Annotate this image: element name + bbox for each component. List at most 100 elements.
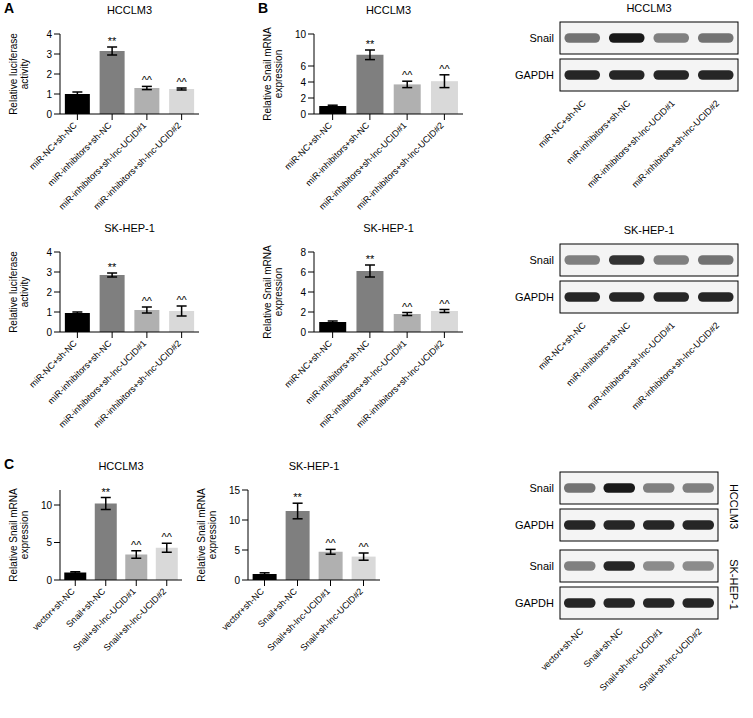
svg-text:1: 1	[46, 307, 52, 318]
svg-text:Relative luciferase: Relative luciferase	[8, 251, 19, 333]
svg-text:Snail+sh-lnc-UCID#2: Snail+sh-lnc-UCID#2	[298, 586, 365, 653]
svg-text:2: 2	[300, 307, 306, 318]
svg-text:activity: activity	[19, 59, 30, 90]
svg-text:4: 4	[300, 77, 306, 88]
svg-text:Snail: Snail	[530, 254, 554, 266]
svg-text:6: 6	[300, 267, 306, 278]
svg-text:0: 0	[46, 109, 52, 120]
svg-text:Snail+sh-lnc-UCID#2: Snail+sh-lnc-UCID#2	[101, 586, 168, 653]
svg-text:**: **	[293, 491, 302, 503]
svg-text:Snail: Snail	[530, 32, 554, 44]
svg-text:^^: ^^	[325, 537, 336, 549]
svg-text:SK-HEP-1: SK-HEP-1	[728, 559, 740, 610]
svg-text:miR-inhibitors+sh-NC: miR-inhibitors+sh-NC	[564, 320, 633, 389]
svg-text:expression: expression	[19, 511, 30, 559]
svg-text:miR-inhibitors+sh-lnc-UCID#1: miR-inhibitors+sh-lnc-UCID#1	[585, 320, 676, 411]
svg-text:^^: ^^	[358, 541, 369, 553]
svg-text:expression: expression	[273, 268, 284, 316]
svg-text:miR-inhibitors+sh-NC: miR-inhibitors+sh-NC	[304, 120, 372, 188]
svg-text:miR-inhibitors+sh-lnc-UCID#2: miR-inhibitors+sh-lnc-UCID#2	[354, 338, 445, 429]
svg-text:0: 0	[300, 109, 306, 120]
svg-text:10: 10	[229, 515, 241, 526]
svg-text:Snail+sh-NC: Snail+sh-NC	[582, 626, 625, 669]
svg-text:miR-inhibitors+sh-lnc-UCID#2: miR-inhibitors+sh-lnc-UCID#2	[630, 320, 721, 411]
svg-text:^^: ^^	[402, 301, 413, 313]
svg-text:Snail+sh-lnc-UCID#1: Snail+sh-lnc-UCID#1	[597, 626, 664, 693]
svg-text:miR-NC+sh-NC: miR-NC+sh-NC	[282, 338, 334, 390]
svg-text:^^: ^^	[176, 294, 187, 306]
svg-text:^^: ^^	[131, 539, 142, 551]
svg-text:2: 2	[300, 93, 306, 104]
svg-text:**: **	[101, 486, 110, 498]
svg-text:0: 0	[46, 327, 52, 338]
svg-text:miR-inhibitors+sh-lnc-UCID#1: miR-inhibitors+sh-lnc-UCID#1	[56, 338, 149, 430]
svg-text:2: 2	[46, 69, 52, 80]
svg-text:2: 2	[46, 287, 52, 298]
svg-text:5: 5	[234, 545, 240, 556]
svg-text:6: 6	[300, 61, 306, 72]
svg-text:**: **	[366, 38, 375, 50]
svg-text:Snail+sh-lnc-UCID#2: Snail+sh-lnc-UCID#2	[637, 626, 704, 693]
svg-text:15: 15	[229, 485, 241, 496]
svg-text:miR-NC+sh-NC: miR-NC+sh-NC	[282, 120, 334, 172]
svg-text:1: 1	[46, 89, 52, 100]
svg-text:expression: expression	[207, 511, 218, 559]
svg-text:**: **	[108, 35, 117, 47]
svg-text:SK-HEP-1: SK-HEP-1	[624, 224, 675, 236]
svg-text:^^: ^^	[162, 531, 173, 543]
svg-text:0: 0	[300, 327, 306, 338]
svg-text:GAPDH: GAPDH	[515, 519, 554, 531]
svg-text:3: 3	[46, 267, 52, 278]
svg-text:miR-NC+sh-NC: miR-NC+sh-NC	[27, 120, 79, 172]
svg-text:GAPDH: GAPDH	[515, 597, 554, 609]
svg-text:3: 3	[46, 49, 52, 60]
svg-text:^^: ^^	[439, 298, 450, 310]
svg-text:HCCLM3: HCCLM3	[626, 2, 671, 14]
svg-text:miR-inhibitors+sh-NC: miR-inhibitors+sh-NC	[564, 98, 633, 167]
svg-text:4: 4	[46, 247, 52, 258]
svg-text:miR-inhibitors+sh-lnc-UCID#1: miR-inhibitors+sh-lnc-UCID#1	[317, 120, 409, 212]
svg-text:0: 0	[234, 575, 240, 586]
svg-text:8: 8	[300, 247, 306, 258]
svg-text:vector+sh-NC: vector+sh-NC	[539, 626, 586, 673]
svg-text:^^: ^^	[142, 295, 153, 307]
svg-text:Relative Snail mRNA: Relative Snail mRNA	[196, 488, 207, 582]
svg-text:miR-inhibitors+sh-lnc-UCID#1: miR-inhibitors+sh-lnc-UCID#1	[585, 98, 676, 189]
svg-text:10: 10	[41, 500, 53, 511]
svg-text:^^: ^^	[402, 69, 413, 81]
svg-text:Snail: Snail	[530, 560, 554, 572]
svg-text:10: 10	[295, 29, 307, 40]
svg-text:Snail+sh-lnc-UCID#1: Snail+sh-lnc-UCID#1	[71, 586, 138, 653]
svg-text:miR-inhibitors+sh-lnc-UCID#1: miR-inhibitors+sh-lnc-UCID#1	[317, 338, 409, 430]
svg-text:miR-inhibitors+sh-NC: miR-inhibitors+sh-NC	[304, 338, 372, 406]
svg-text:Relative Snail mRNA: Relative Snail mRNA	[262, 245, 273, 339]
svg-text:Snail+sh-lnc-UCID#1: Snail+sh-lnc-UCID#1	[265, 586, 332, 653]
svg-text:miR-NC+sh-NC: miR-NC+sh-NC	[536, 98, 588, 150]
svg-text:^^: ^^	[176, 76, 187, 88]
svg-text:4: 4	[300, 287, 306, 298]
svg-text:GAPDH: GAPDH	[515, 291, 554, 303]
svg-text:4: 4	[46, 29, 52, 40]
svg-text:miR-inhibitors+sh-lnc-UCID#2: miR-inhibitors+sh-lnc-UCID#2	[92, 338, 183, 429]
svg-text:miR-inhibitors+sh-lnc-UCID#1: miR-inhibitors+sh-lnc-UCID#1	[56, 120, 149, 212]
svg-text:Snail: Snail	[530, 482, 554, 494]
svg-text:**: **	[108, 261, 117, 273]
svg-text:^^: ^^	[142, 74, 153, 86]
svg-text:miR-inhibitors+sh-lnc-UCID#2: miR-inhibitors+sh-lnc-UCID#2	[354, 120, 445, 211]
svg-text:Relative Snail mRNA: Relative Snail mRNA	[262, 27, 273, 121]
svg-text:HCCLM3: HCCLM3	[728, 484, 740, 529]
svg-text:miR-inhibitors+sh-NC: miR-inhibitors+sh-NC	[46, 338, 114, 406]
svg-text:Relative Snail mRNA: Relative Snail mRNA	[8, 488, 19, 582]
svg-text:**: **	[366, 253, 375, 265]
svg-text:5: 5	[46, 537, 52, 548]
svg-text:miR-inhibitors+sh-NC: miR-inhibitors+sh-NC	[46, 120, 114, 188]
svg-text:Relative luciferase: Relative luciferase	[8, 33, 19, 115]
svg-text:miR-inhibitors+sh-lnc-UCID#2: miR-inhibitors+sh-lnc-UCID#2	[630, 98, 721, 189]
svg-text:0: 0	[46, 575, 52, 586]
svg-text:miR-NC+sh-NC: miR-NC+sh-NC	[27, 338, 79, 390]
svg-text:activity: activity	[19, 277, 30, 308]
svg-text:expression: expression	[273, 50, 284, 98]
svg-text:miR-inhibitors+sh-lnc-UCID#2: miR-inhibitors+sh-lnc-UCID#2	[92, 120, 183, 211]
svg-text:GAPDH: GAPDH	[515, 69, 554, 81]
svg-text:^^: ^^	[439, 63, 450, 75]
